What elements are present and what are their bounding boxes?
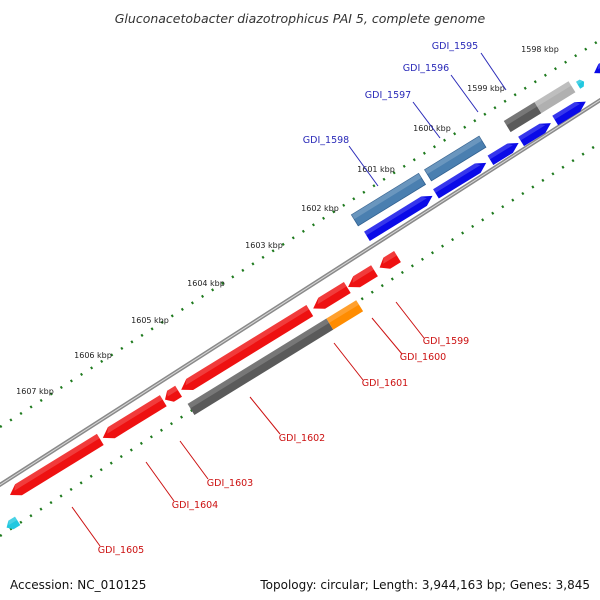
gene-gdi-1597-steel	[424, 135, 487, 182]
backbone-highlight	[0, 99, 600, 486]
kbp-label-1605-kbp: 1605 kbp	[131, 316, 169, 325]
label-gdi-1597: GDI_1597	[365, 90, 411, 101]
gene-gdi-1601-shine	[317, 282, 347, 305]
leader-gdi-1598	[348, 145, 379, 187]
leader-gdi-1601	[333, 342, 364, 381]
gene-gdi-1601-orange	[326, 300, 364, 330]
leader-gdi-1603	[179, 440, 209, 480]
label-gdi-1596: GDI_1596	[403, 63, 449, 74]
kbp-label-1598-kbp: 1598 kbp	[521, 45, 559, 54]
kbp-tick-labels: 1598 kbp 1599 kbp 1600 kbp 1601 kbp 1602 kbp…	[16, 45, 559, 396]
gene-edge-cyan-top-shine	[576, 79, 583, 85]
genes	[6, 63, 600, 530]
gene-gdi-1598-shine	[364, 196, 427, 236]
gene-gdi-1597-shine	[433, 163, 481, 193]
leader-gdi-1600	[371, 317, 403, 355]
leader-gdi-1599	[395, 301, 425, 339]
label-gdi-1605: GDI_1605	[98, 545, 144, 556]
gene-gdi-1600-shine	[352, 265, 374, 283]
gene-gdi-1602-shine	[185, 305, 310, 386]
backbone	[0, 97, 600, 488]
gene-gdi-1595b-shine	[552, 102, 581, 120]
label-gdi-1601: GDI_1601	[362, 378, 408, 389]
gene-gdi-1598-steel-shine	[351, 173, 422, 220]
gene-gdi-1595-dark	[503, 102, 542, 133]
kbp-label-1600-kbp: 1600 kbp	[413, 124, 451, 133]
gene-edge-blue-shine	[597, 63, 600, 70]
label-gdi-1603: GDI_1603	[207, 478, 253, 489]
gene-edge-blue	[594, 63, 600, 74]
kbp-label-1603-kbp: 1603 kbp	[245, 241, 283, 250]
gene-gdi-1602-gray	[187, 318, 334, 415]
gene-gdi-1601-orange-shine	[326, 300, 359, 323]
gene-gdi-1596	[487, 143, 519, 165]
leader-gdi-1597	[412, 101, 441, 139]
accession-text: Accession: NC_010125	[10, 578, 147, 592]
label-gdi-1599: GDI_1599	[423, 336, 469, 347]
gene-gdi-1605-shine	[14, 433, 100, 491]
kbp-label-1602-kbp: 1602 kbp	[301, 204, 339, 213]
leader-gdi-1604	[145, 461, 175, 502]
gene-gdi-1603	[165, 385, 182, 402]
leader-gdi-1595	[480, 52, 507, 91]
gene-gdi-1598-steel	[350, 172, 427, 227]
gene-gdi-1605	[10, 433, 104, 496]
gene-gdi-1599	[379, 251, 401, 269]
gene-gdi-1602-gray-shine	[187, 318, 330, 409]
gene-edge-cyan-bottom-shine	[8, 516, 18, 526]
kbp-label-1599-kbp: 1599 kbp	[467, 84, 505, 93]
label-gdi-1595: GDI_1595	[432, 41, 478, 52]
gene-gdi-1600	[348, 265, 378, 288]
label-gdi-1604: GDI_1604	[172, 500, 218, 511]
tick-dots	[0, 38, 600, 538]
tick-dots-outer	[0, 38, 600, 429]
gene-gdi-1602	[181, 305, 314, 390]
gene-gdi-1595-light	[534, 81, 576, 114]
gene-gdi-1598	[364, 195, 433, 241]
gene-gdi-1601	[313, 282, 351, 309]
gene-gdi-1595-shine	[518, 123, 546, 141]
gene-gdi-1604-shine	[107, 395, 163, 434]
gene-gdi-1604	[102, 395, 167, 439]
kbp-label-1601-kbp: 1601 kbp	[357, 165, 395, 174]
gene-gdi-1603-shine	[167, 385, 178, 397]
gene-gdi-1595	[518, 123, 551, 147]
label-gdi-1602: GDI_1602	[279, 433, 325, 444]
gene-labels: GDI_1595 GDI_1596 GDI_1597 GDI_1598 GDI_1599…	[71, 41, 507, 556]
leader-gdi-1605	[71, 506, 101, 547]
leader-gdi-1602	[249, 396, 281, 435]
kbp-label-1604-kbp: 1604 kbp	[187, 279, 225, 288]
gene-gdi-1595b	[552, 101, 586, 126]
kbp-label-1607-kbp: 1607 kbp	[16, 387, 54, 396]
gene-gdi-1595-light-shine	[534, 81, 572, 107]
label-gdi-1600: GDI_1600	[400, 352, 446, 363]
gene-edge-cyan-top	[576, 79, 585, 89]
gene-gdi-1596-shine	[487, 143, 513, 160]
gene-gdi-1597-steel-shine	[424, 136, 482, 175]
topology-text: Topology: circular; Length: 3,944,163 bp…	[260, 578, 590, 592]
leader-gdi-1596	[450, 74, 479, 113]
gene-gdi-1595-dark-shine	[503, 102, 538, 126]
map-title: Gluconacetobacter diazotrophicus PAI 5, …	[115, 11, 486, 26]
gene-gdi-1597	[433, 162, 487, 199]
kbp-label-1606-kbp: 1606 kbp	[74, 351, 112, 360]
gene-gdi-1599-shine	[383, 251, 397, 264]
label-gdi-1598: GDI_1598	[303, 135, 349, 146]
gene-edge-cyan-bottom	[6, 516, 21, 530]
